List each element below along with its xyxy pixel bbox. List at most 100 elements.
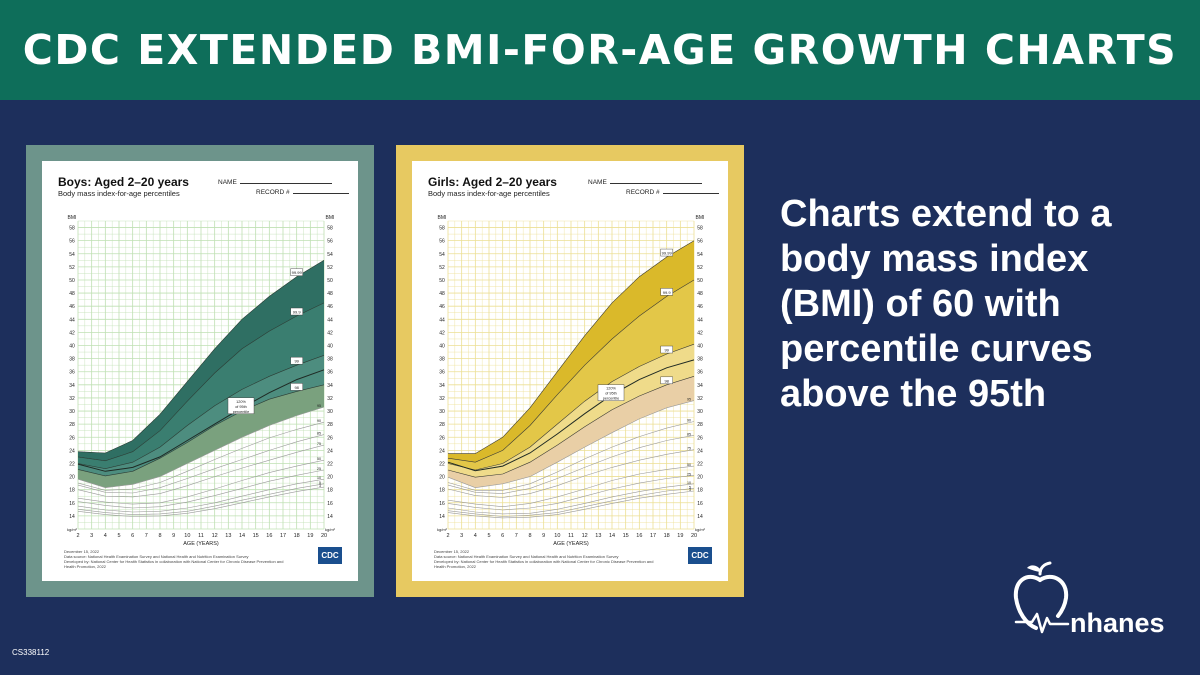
y-tick-label: 40 [697,344,703,350]
y-tick-label: 30 [327,409,333,415]
series-label-box [660,248,673,257]
x-tick-label: 14 [239,533,245,539]
x-tick-label: 5 [117,533,120,539]
chart-footnote: December 15, 2022 Data source: National … [64,549,284,569]
y-tick-label: 50 [69,278,75,284]
x-tick-label: 12 [582,533,588,539]
series-label: 99 [294,359,299,364]
header-banner: CDC EXTENDED BMI-FOR-AGE GROWTH CHARTS [0,0,1200,100]
y-tick-label: 14 [69,514,75,520]
x-tick-label: 17 [280,533,286,539]
y-tick-label: 26 [439,435,445,441]
y-tick-label: 22 [327,461,333,467]
y-tick-label: 44 [327,317,333,323]
series-label: 99.9 [663,290,672,295]
percentile-line [77,421,325,491]
y-tick-label: 46 [439,304,445,310]
name-label: NAME [588,179,702,186]
y-axis-label: BMI [438,215,447,221]
y-tick-label: 42 [327,330,333,336]
y-tick-label: 24 [69,448,75,454]
x-tick-label: 11 [198,533,204,539]
y-tick-label: 34 [69,383,75,389]
annotation-label: 120% [606,387,616,391]
y-tick-label: 48 [697,291,703,297]
x-tick-label: 10 [184,533,190,539]
x-tick-label: 8 [158,533,161,539]
y-tick-label: 30 [439,409,445,415]
chart-title: Girls: Aged 2–20 years [428,175,557,189]
series-label-box [290,307,303,316]
percentile-line [77,369,325,472]
y-tick-label: 28 [327,422,333,428]
percentile-line [77,260,325,454]
record-label: RECORD # [256,189,349,196]
percentile-line [447,449,695,498]
percentile-line [447,400,695,489]
x-tick-label: 4 [474,533,477,539]
y-tick-label: 20 [439,475,445,481]
record-label: RECORD # [626,189,719,196]
y-tick-label: 20 [69,475,75,481]
y-tick-label: 34 [697,383,703,389]
y-tick-label: 24 [327,448,333,454]
y-tick-label: 14 [697,514,703,520]
x-tick-label: 3 [90,533,93,539]
series-label: 75 [687,447,691,451]
x-tick-label: 14 [609,533,615,539]
y-tick-label: 16 [69,501,75,507]
percentile-line [448,240,695,454]
series-label: 3 [689,488,691,492]
girls-chart-sheet: Girls: Aged 2–20 years Body mass index-f… [412,161,728,581]
y-tick-label: 32 [69,396,75,402]
y-tick-label: 28 [439,422,445,428]
y-tick-label: 32 [327,396,333,402]
chart-subtitle: Body mass index-for-age percentiles [428,189,550,198]
y-tick-label: 56 [327,239,333,245]
unit-label: kg/m² [695,527,706,532]
page-title: CDC EXTENDED BMI-FOR-AGE GROWTH CHARTS [22,26,1178,74]
band-99-9-to-99-99 [78,260,324,461]
chart-subtitle: Body mass index-for-age percentiles [58,189,180,198]
y-tick-label: 42 [697,330,703,336]
y-tick-label: 56 [69,239,75,245]
x-tick-label: 13 [225,533,231,539]
unit-label: kg/m² [325,527,336,532]
x-tick-label: 17 [650,533,656,539]
percentile-line [77,478,325,513]
percentile-line [447,483,695,515]
series-label: 85 [317,432,321,436]
y-tick-label: 48 [69,291,75,297]
x-tick-label: 8 [528,533,531,539]
y-tick-label: 42 [69,330,75,336]
document-code: CS338112 [12,648,50,657]
series-label: 99.99 [662,251,673,256]
y-tick-label: 48 [439,291,445,297]
y-tick-label: 32 [697,396,703,402]
percentile-line [447,488,695,517]
y-tick-label: 40 [69,344,75,350]
y-tick-label: 42 [439,330,445,336]
y-axis-label: BMI [68,215,77,221]
x-tick-label: 20 [691,533,697,539]
band-99-to-99-9 [448,280,694,470]
unit-label: kg/m² [67,527,78,532]
y-tick-label: 18 [69,488,75,494]
series-label: 3 [319,484,321,488]
percentile-line [447,435,695,494]
band-95-to-98 [448,376,694,488]
caption-text: Charts extend to a body mass index (BMI)… [780,193,1112,415]
x-tick-label: 9 [542,533,545,539]
y-tick-label: 24 [697,448,703,454]
y-tick-label: 26 [69,435,75,441]
y-tick-label: 56 [697,239,703,245]
y-tick-label: 58 [327,226,333,232]
y-tick-label: 50 [327,278,333,284]
band-95-to-98 [78,384,324,488]
boys-chart-sheet: Boys: Aged 2–20 years Body mass index-fo… [42,161,358,581]
y-tick-label: 26 [697,435,703,441]
y-tick-label: 22 [439,461,445,467]
y-tick-label: 14 [327,514,333,520]
series-label: 25 [317,467,321,471]
cdc-logo: CDC [318,547,342,564]
